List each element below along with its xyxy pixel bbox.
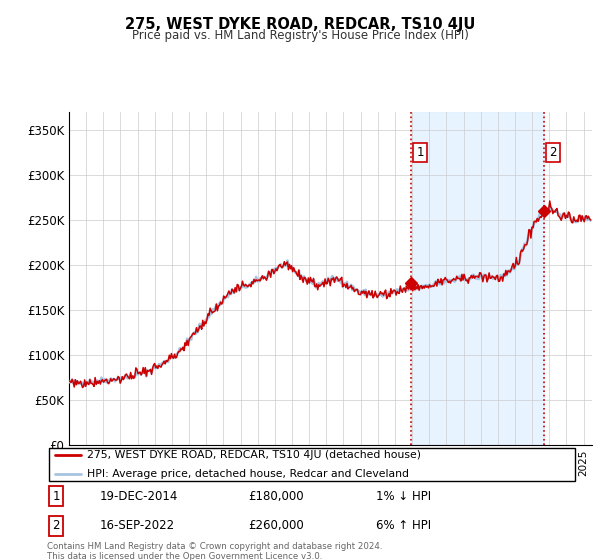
Text: 2: 2 (53, 519, 60, 533)
Text: 6% ↑ HPI: 6% ↑ HPI (376, 519, 431, 533)
Text: 275, WEST DYKE ROAD, REDCAR, TS10 4JU: 275, WEST DYKE ROAD, REDCAR, TS10 4JU (125, 17, 475, 32)
Text: HPI: Average price, detached house, Redcar and Cleveland: HPI: Average price, detached house, Redc… (86, 469, 409, 479)
Text: £260,000: £260,000 (248, 519, 304, 533)
Bar (412, 112, 544, 445)
Text: 16-SEP-2022: 16-SEP-2022 (100, 519, 175, 533)
Text: 1: 1 (53, 489, 60, 503)
Text: 1% ↓ HPI: 1% ↓ HPI (376, 489, 431, 503)
Text: £180,000: £180,000 (248, 489, 304, 503)
Text: 275, WEST DYKE ROAD, REDCAR, TS10 4JU (detached house): 275, WEST DYKE ROAD, REDCAR, TS10 4JU (d… (86, 450, 421, 460)
Text: 1: 1 (416, 146, 424, 159)
Text: 19-DEC-2014: 19-DEC-2014 (100, 489, 178, 503)
Text: Price paid vs. HM Land Registry's House Price Index (HPI): Price paid vs. HM Land Registry's House … (131, 29, 469, 42)
FancyBboxPatch shape (49, 448, 575, 481)
Text: 2: 2 (549, 146, 557, 159)
Text: Contains HM Land Registry data © Crown copyright and database right 2024.
This d: Contains HM Land Registry data © Crown c… (47, 542, 382, 560)
